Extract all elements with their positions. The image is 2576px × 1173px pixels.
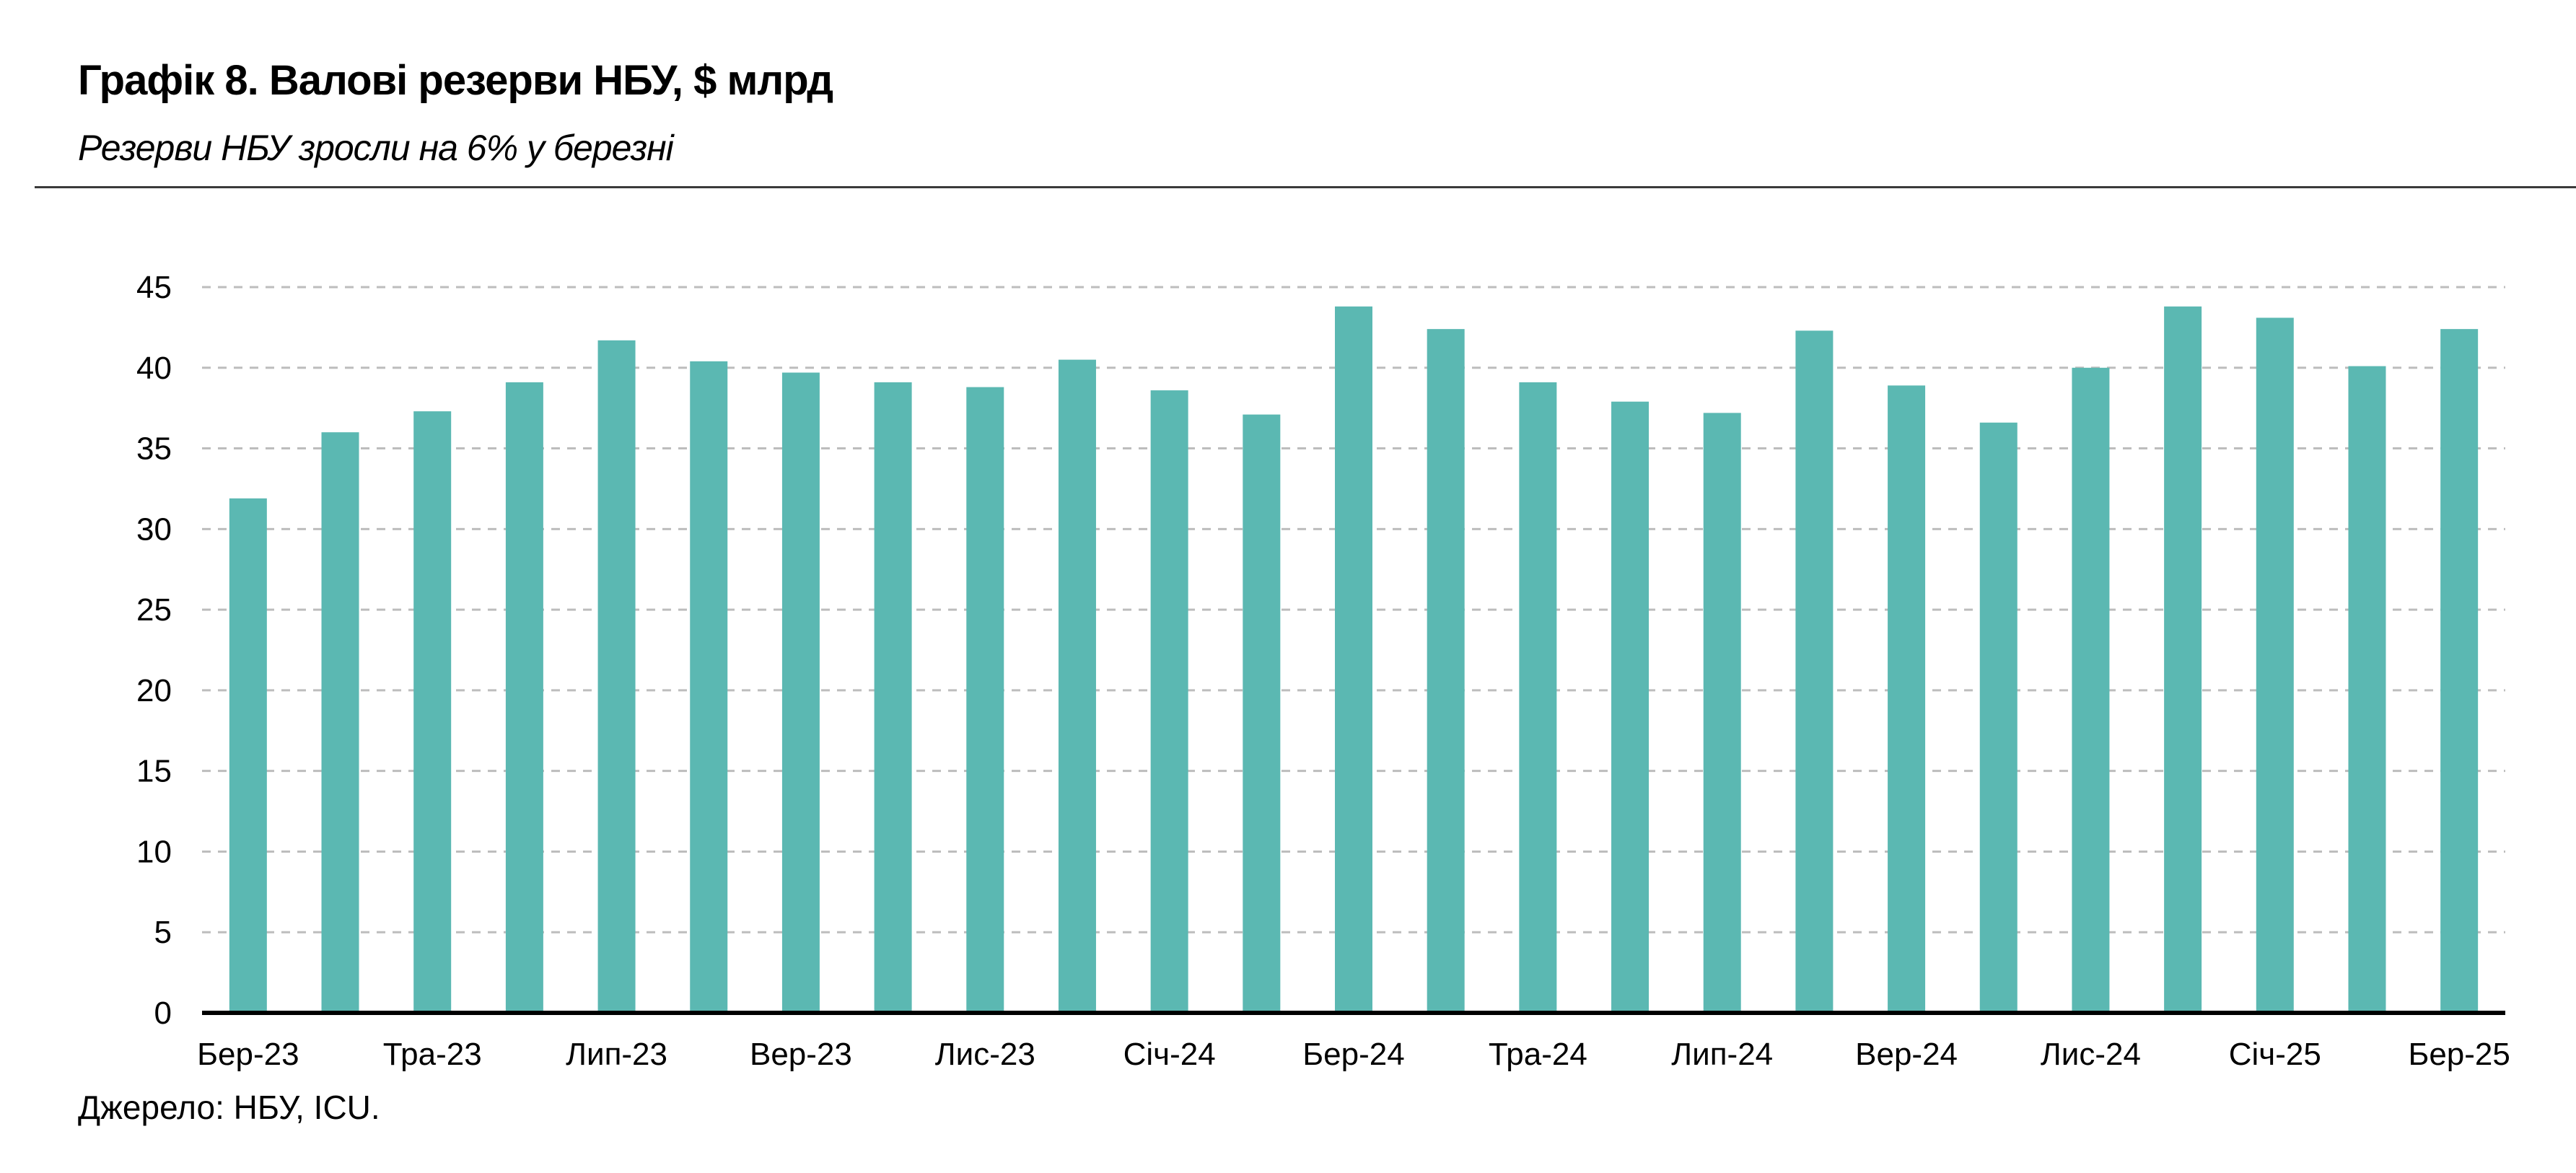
x-tick-label: Лис-23 bbox=[935, 1037, 1035, 1072]
bar bbox=[966, 387, 1004, 1013]
bar bbox=[2164, 306, 2202, 1013]
bar bbox=[321, 432, 359, 1013]
x-tick-label: Бер-25 bbox=[2408, 1037, 2510, 1072]
x-tick-label: Тра-24 bbox=[1489, 1037, 1587, 1072]
header-divider bbox=[35, 186, 2576, 188]
bar bbox=[597, 340, 636, 1014]
bars bbox=[229, 306, 2479, 1014]
y-tick-label: 10 bbox=[136, 834, 172, 869]
bar bbox=[1703, 413, 1741, 1013]
x-tick-label: Лис-24 bbox=[2041, 1037, 2141, 1072]
bar bbox=[2256, 317, 2294, 1013]
x-tick-label: Вер-24 bbox=[1855, 1037, 1958, 1072]
y-tick-label: 25 bbox=[136, 592, 172, 628]
x-tick-label: Лип-23 bbox=[566, 1037, 667, 1072]
source-note: Джерело: НБУ, ICU. bbox=[78, 1089, 380, 1126]
y-tick-label: 45 bbox=[136, 270, 172, 305]
y-tick-label: 0 bbox=[154, 996, 172, 1031]
y-tick-label: 30 bbox=[136, 511, 172, 547]
bar bbox=[690, 361, 728, 1013]
x-tick-label: Бер-24 bbox=[1302, 1037, 1404, 1072]
chart-title: Графік 8. Валові резерви НБУ, $ млрд bbox=[78, 57, 833, 104]
bar bbox=[1335, 306, 1372, 1013]
bar bbox=[1611, 401, 1650, 1013]
bar bbox=[413, 411, 452, 1013]
x-tick-label: Лип-24 bbox=[1671, 1037, 1773, 1072]
bar bbox=[1519, 382, 1557, 1013]
bar bbox=[2072, 367, 2110, 1013]
y-tick-label: 15 bbox=[136, 754, 172, 789]
y-tick-label: 40 bbox=[136, 351, 172, 386]
bar bbox=[1795, 330, 1834, 1013]
y-tick-label: 5 bbox=[154, 915, 172, 950]
bar bbox=[874, 382, 912, 1013]
bar bbox=[229, 498, 267, 1013]
bar bbox=[1058, 359, 1096, 1014]
bar bbox=[1243, 414, 1281, 1013]
bar bbox=[505, 382, 543, 1013]
bar bbox=[781, 372, 820, 1013]
x-tick-label: Вер-23 bbox=[750, 1037, 852, 1072]
x-tick-label: Січ-24 bbox=[1123, 1037, 1216, 1072]
x-tick-label: Бер-23 bbox=[197, 1037, 299, 1072]
y-axis-ticks: 0 5 10 15 20 25 30 35 40 45 bbox=[136, 270, 172, 1031]
x-tick-label: Січ-25 bbox=[2229, 1037, 2321, 1072]
x-axis-ticks: Бер-23 Тра-23 Лип-23 Вер-23 Лис-23 Січ-24 Бер-… bbox=[197, 1037, 2510, 1072]
y-tick-label: 35 bbox=[136, 431, 172, 467]
bar bbox=[2348, 366, 2386, 1013]
bar bbox=[1427, 329, 1465, 1013]
bar bbox=[2440, 329, 2479, 1013]
bar bbox=[1150, 390, 1188, 1013]
bar bbox=[1888, 385, 1926, 1013]
y-tick-label: 20 bbox=[136, 673, 172, 708]
x-tick-label: Тра-23 bbox=[383, 1037, 482, 1072]
bar bbox=[1979, 422, 2018, 1013]
chart-subtitle: Резерви НБУ зросли на 6% у березні bbox=[78, 128, 674, 168]
